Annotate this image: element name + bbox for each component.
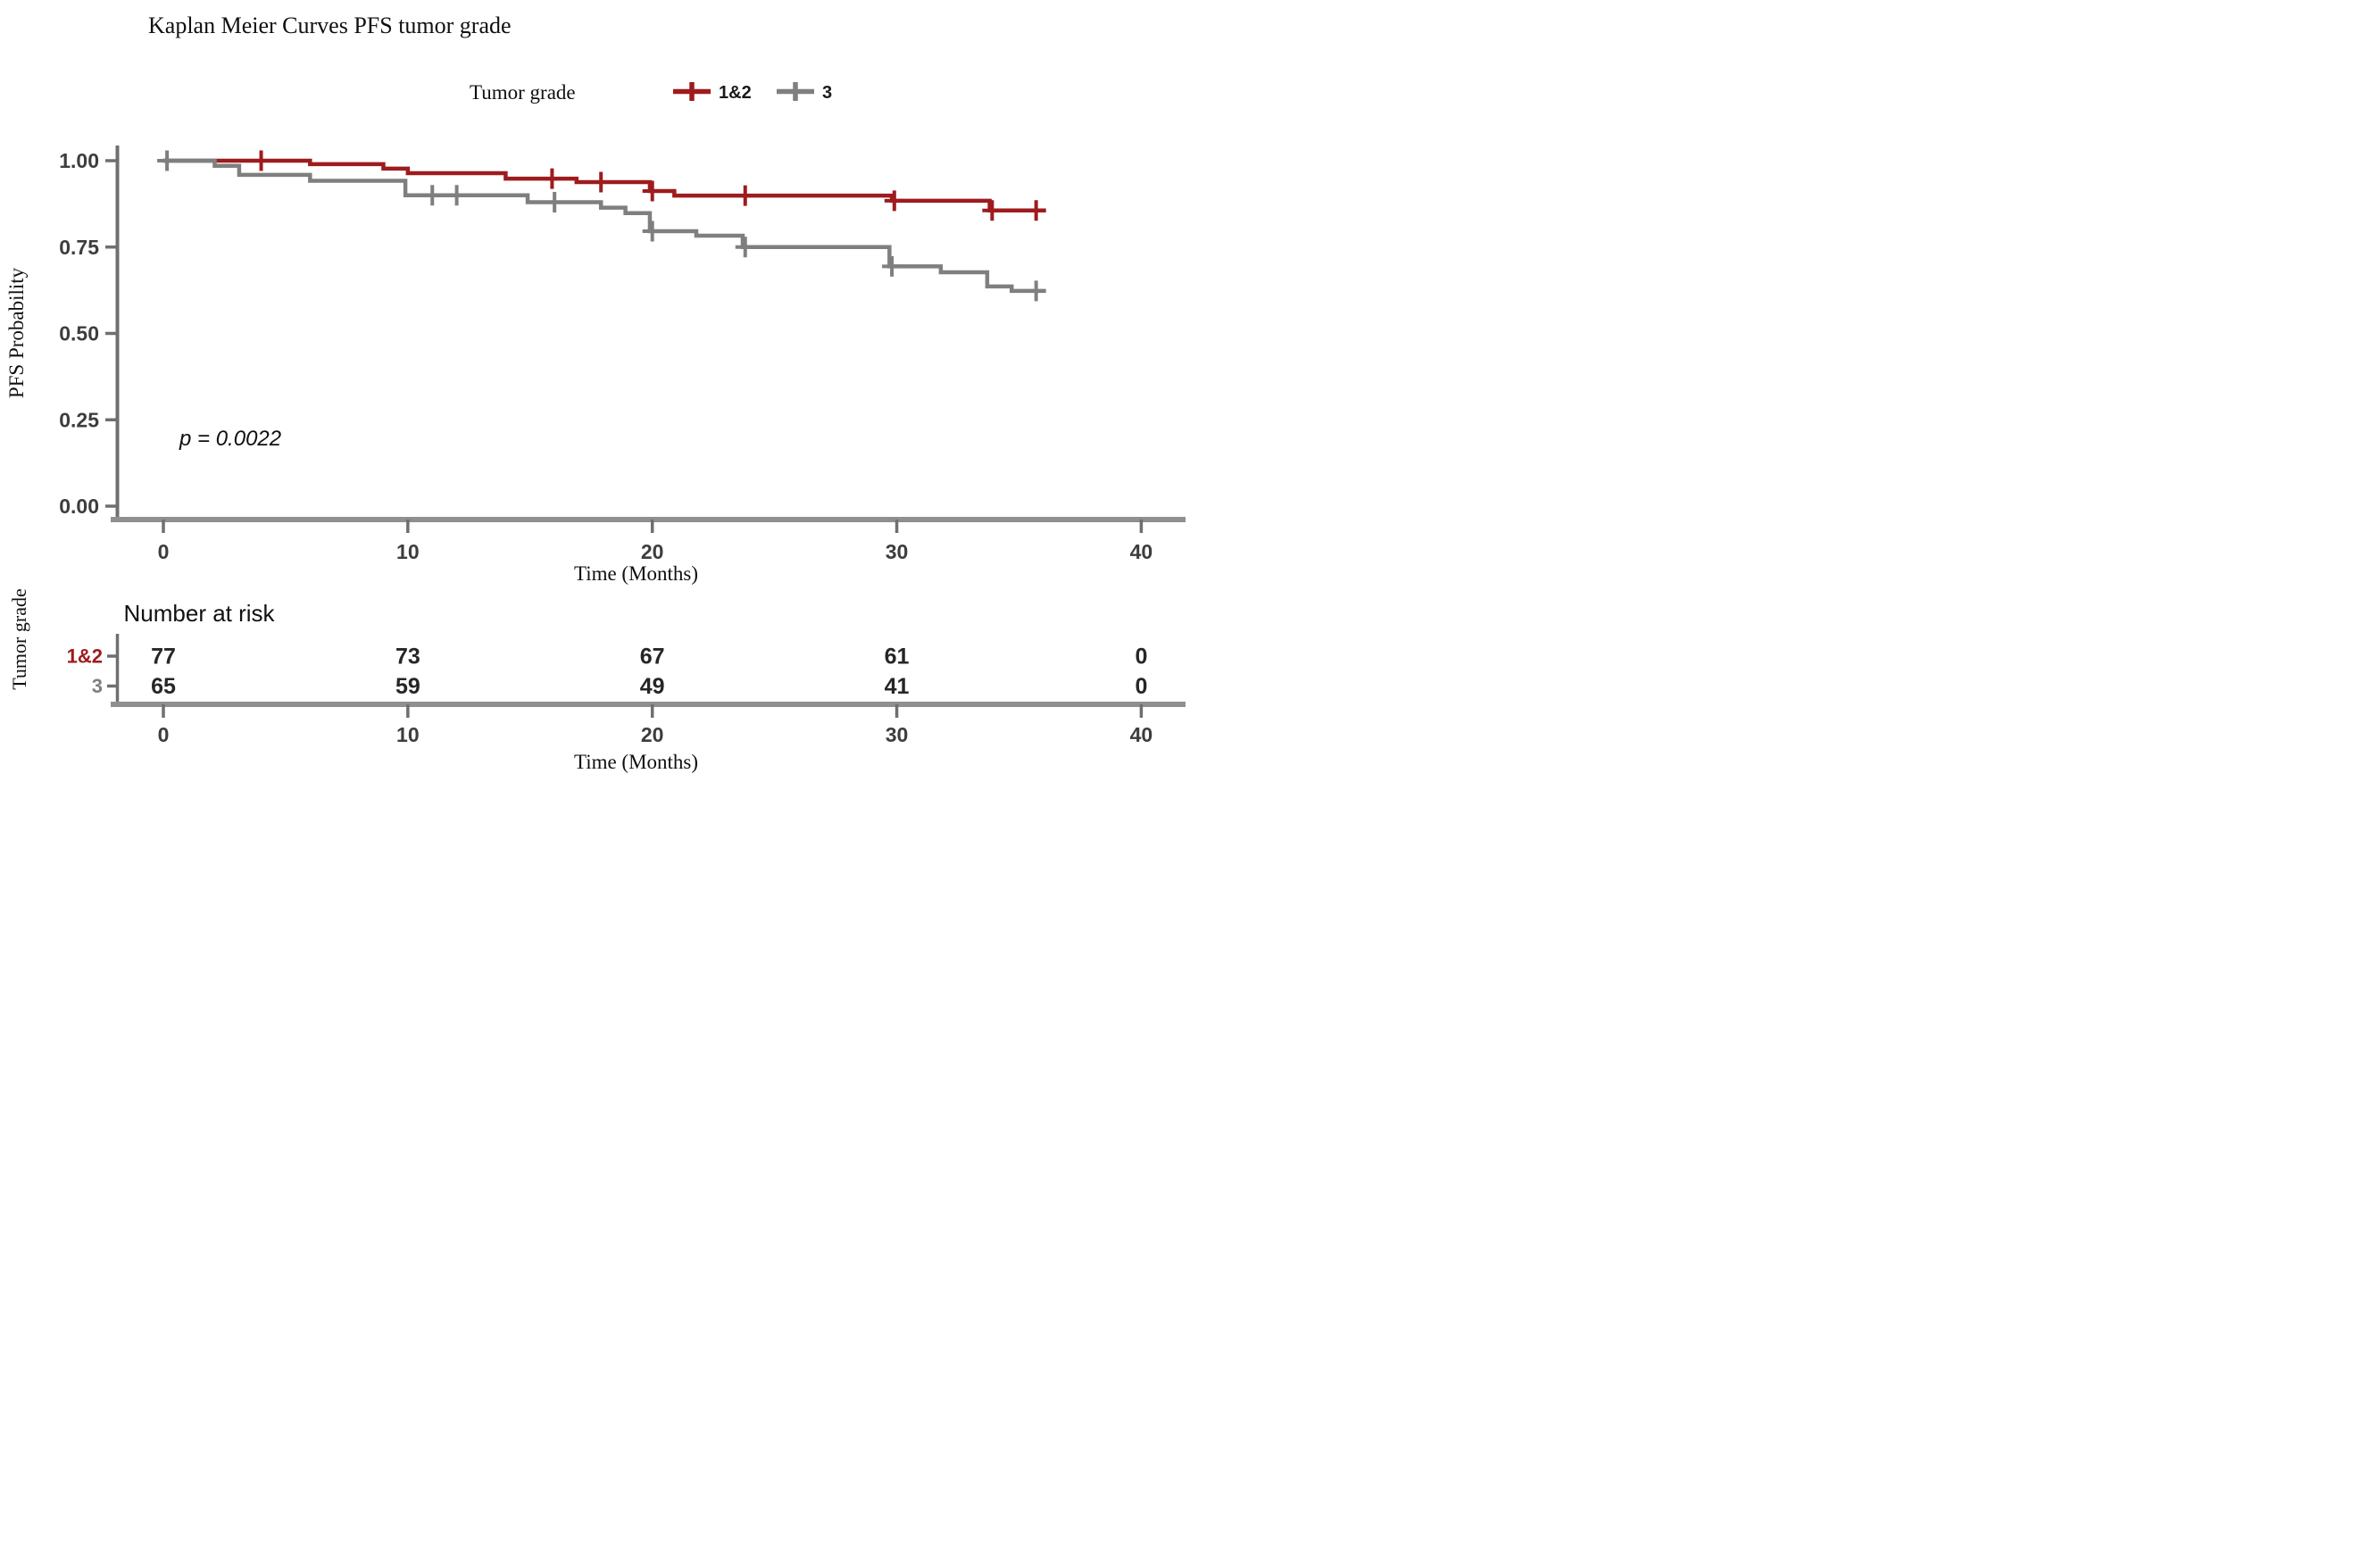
- legend-item-label: 1&2: [719, 83, 752, 103]
- legend-title: Tumor grade: [470, 81, 576, 104]
- y-tick-label: 0.50: [59, 322, 99, 345]
- risk-count: 67: [640, 645, 665, 670]
- axes-layer: 1.000.750.500.250.000 10 20 30 400 10 20 30 40: [59, 146, 1186, 746]
- survival-curves: [157, 150, 1046, 302]
- censor-marks-grade-3: [157, 150, 1046, 302]
- risk-x-tick-label: 20: [641, 723, 664, 746]
- x-tick-label: 30: [886, 540, 909, 563]
- x-tick-label: 0: [158, 540, 170, 563]
- x-tick-label: 40: [1130, 540, 1153, 563]
- risk-group-axis-label: Tumor grade: [8, 588, 30, 689]
- risk-count: 77: [151, 645, 176, 670]
- risk-row-label: 1&2: [67, 645, 103, 668]
- risk-row-label: 3: [92, 675, 103, 697]
- x-tick-label: 10: [396, 540, 420, 563]
- risk-count: 0: [1135, 645, 1147, 670]
- risk-x-tick-label: 10: [396, 723, 420, 746]
- km-figure: Kaplan Meier Curves PFS tumor grade Tumo…: [0, 0, 1190, 782]
- y-tick-label: 0.25: [59, 408, 99, 431]
- risk-count: 59: [395, 674, 420, 699]
- risk-count: 73: [395, 645, 420, 670]
- risk-count: 65: [151, 674, 176, 699]
- legend-item-label: 3: [822, 83, 832, 103]
- risk-count: 0: [1135, 674, 1147, 699]
- risk-table-header: Number at risk: [124, 600, 276, 627]
- risk-count: 61: [885, 645, 910, 670]
- risk-count: 49: [640, 674, 665, 699]
- risk-x-tick-label: 0: [158, 723, 170, 746]
- y-tick-label: 1.00: [59, 149, 99, 172]
- y-tick-label: 0.75: [59, 236, 99, 259]
- km-curve-grade-3: [163, 158, 1046, 294]
- legend: 1&2 3: [673, 82, 832, 103]
- km-plot-canvas: Kaplan Meier Curves PFS tumor grade Tumo…: [5, 12, 1186, 773]
- y-axis-title: PFS Probability: [5, 267, 28, 398]
- risk-x-tick-label: 40: [1130, 723, 1153, 746]
- legend-glyph-cross-icon: [777, 82, 814, 101]
- x-axis-title: Time (Months): [574, 562, 698, 585]
- risk-count: 41: [885, 674, 910, 699]
- y-tick-label: 0.00: [59, 495, 99, 518]
- censor-marks-grade-12: [251, 150, 1046, 221]
- legend-glyph-cross-icon: [673, 82, 711, 101]
- risk-x-tick-label: 30: [886, 723, 909, 746]
- risk-table-values: 1&2 77 73 67 61 0 3 65 59 49 41 0: [67, 645, 1148, 700]
- km-curve-grade-12: [163, 158, 1046, 212]
- chart-title: Kaplan Meier Curves PFS tumor grade: [148, 12, 512, 38]
- p-value: p = 0.0022: [179, 427, 281, 451]
- x-tick-label: 20: [641, 540, 664, 563]
- risk-time-axis-label: Time (Months): [574, 751, 698, 773]
